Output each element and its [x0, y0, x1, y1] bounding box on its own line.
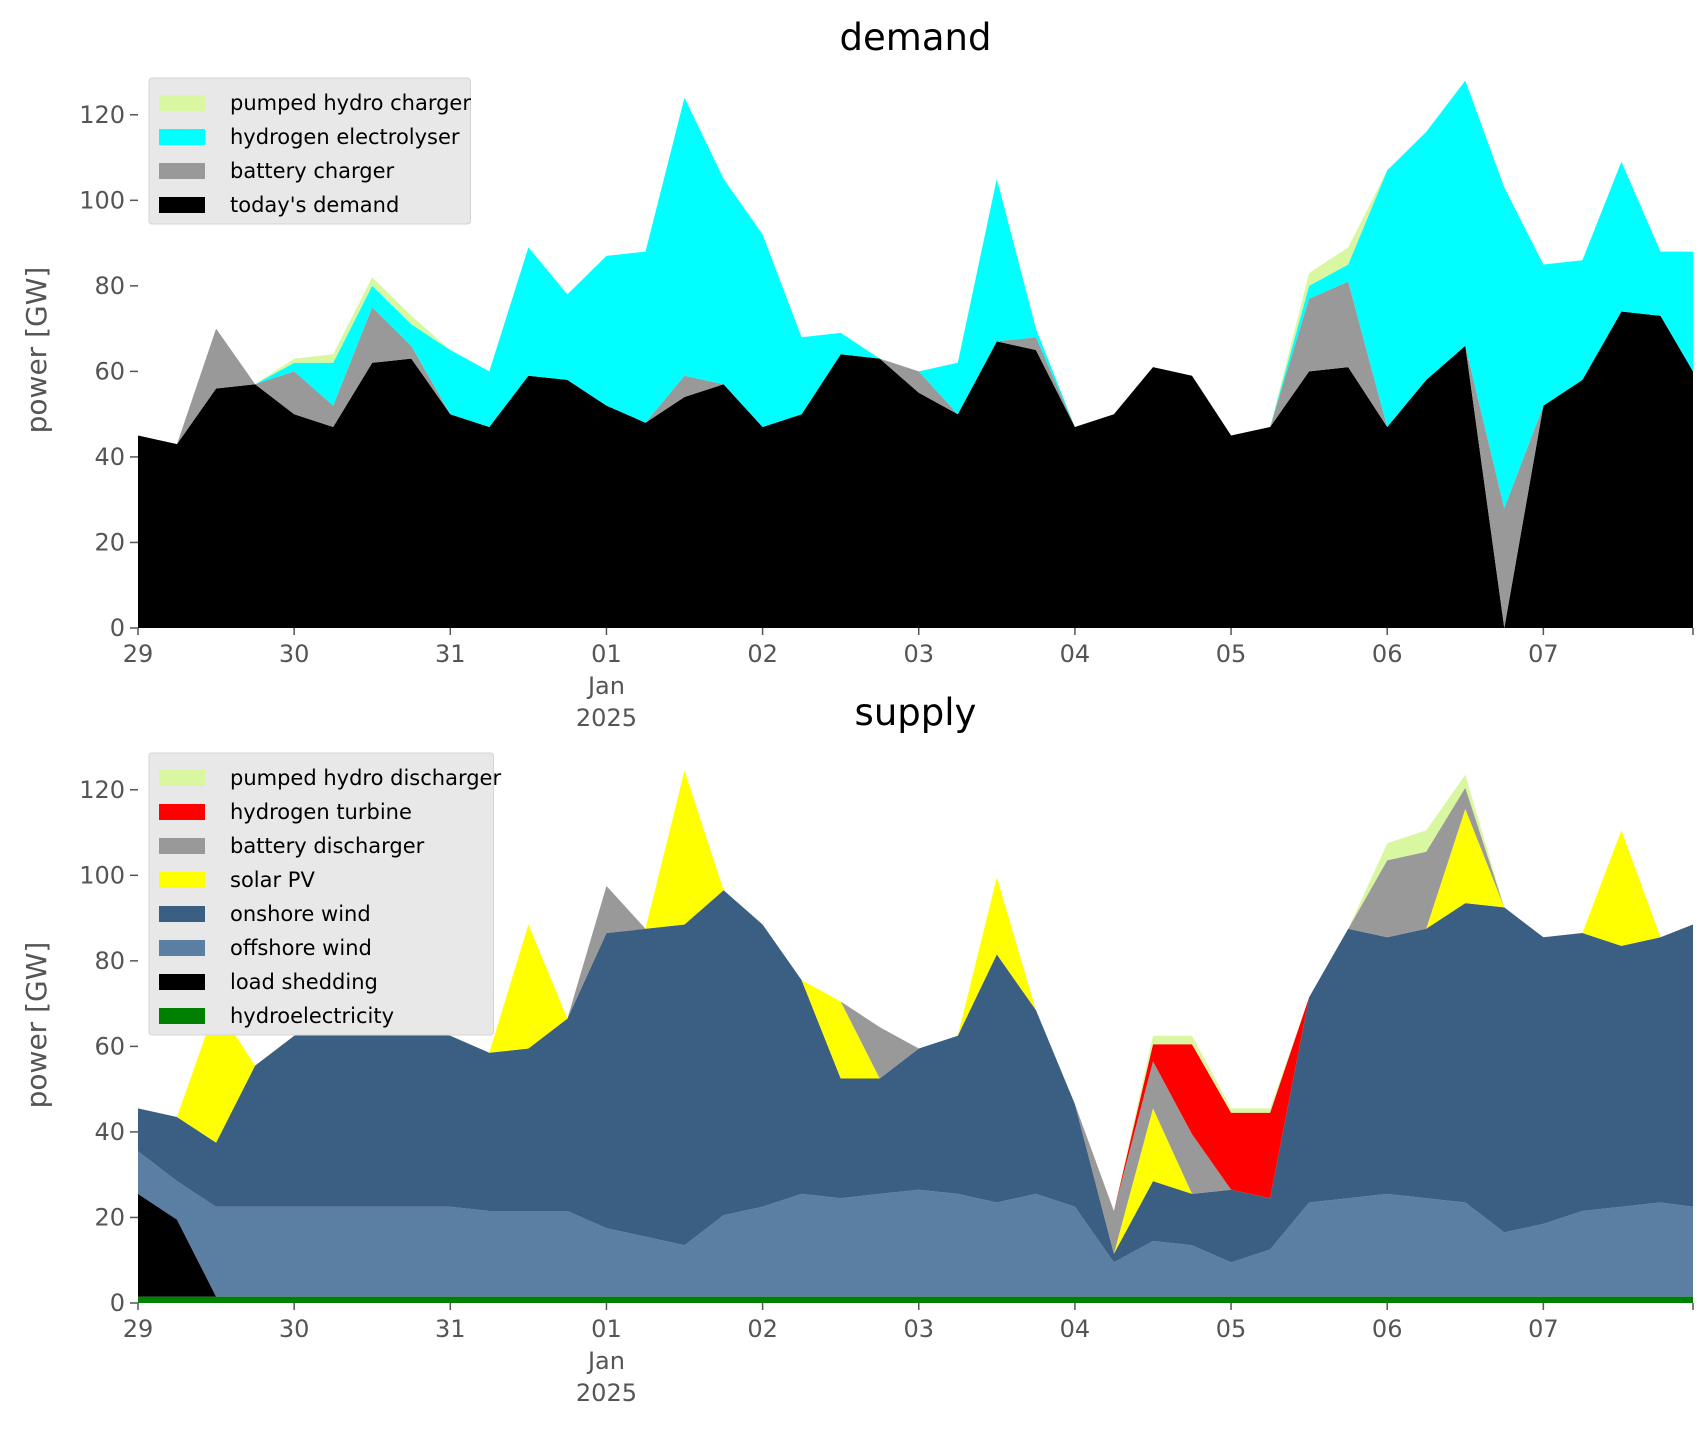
chart-demand-ytick-label: 80 [94, 272, 125, 300]
chart-supply-legend-label: battery discharger [230, 834, 425, 858]
chart-supply-legend-swatch-solar-pv [159, 872, 205, 888]
chart-demand-legend-swatch-battery-charger [159, 163, 205, 179]
chart-supply-legend-swatch-onshore-wind [159, 906, 205, 922]
chart-demand-xtick-label: 2025 [576, 704, 637, 732]
chart-supply-xtick-label: 2025 [576, 1379, 637, 1407]
chart-demand-ytick-label: 100 [79, 186, 125, 214]
chart-demand-xtick-label: 30 [279, 640, 310, 668]
chart-supply-legend: pumped hydro discharger hydrogen turbine b… [148, 752, 501, 1036]
chart-supply-xtick-label: 02 [747, 1315, 778, 1343]
chart-supply-xtick-label: 30 [279, 1315, 310, 1343]
chart-demand-ytick-label: 40 [94, 443, 125, 471]
chart-supply-xtick-label: 03 [903, 1315, 934, 1343]
chart-demand-xtick-label: 01 [591, 640, 622, 668]
chart-supply-xtick-label: 04 [1060, 1315, 1091, 1343]
chart-supply-ytick-label: 100 [79, 861, 125, 889]
chart-supply-xtick-label: 29 [123, 1315, 154, 1343]
chart-demand-xtick-label: 07 [1528, 640, 1559, 668]
chart-supply-xtick-label: 05 [1216, 1315, 1247, 1343]
chart-demand-legend-box [148, 77, 471, 225]
chart-supply-xtick-label: 31 [435, 1315, 466, 1343]
chart-supply-legend-box [148, 752, 494, 1036]
chart-demand-xtick-label: 04 [1060, 640, 1091, 668]
chart-demand-xtick-label: 05 [1216, 640, 1247, 668]
chart-demand-legend-swatch-pumped-hydro-charger [159, 95, 205, 111]
chart-supply-legend-label: onshore wind [230, 902, 371, 926]
chart-demand-area-battery-charger [138, 281, 1693, 628]
chart-supply-title: supply [855, 691, 977, 734]
chart-supply-ytick-label: 80 [94, 947, 125, 975]
chart-supply-legend-label: hydrogen turbine [230, 800, 412, 824]
chart-supply-legend-swatch-hydroelectricity [159, 1008, 205, 1024]
chart-demand-ytick-label: 60 [94, 357, 125, 385]
chart-demand-xtick-label: 02 [747, 640, 778, 668]
chart-demand-area-hydrogen-electrolyser [138, 80, 1693, 509]
chart-demand-legend-label: today's demand [230, 193, 399, 217]
chart-supply-legend-label: hydroelectricity [230, 1004, 394, 1028]
chart-demand-xtick-label: 03 [903, 640, 934, 668]
chart-supply-ytick-label: 0 [110, 1289, 125, 1317]
chart-supply-xtick-label: 06 [1372, 1315, 1403, 1343]
chart-supply-legend-label: solar PV [230, 868, 315, 892]
chart-demand-legend-swatch-hydrogen-electrolyser [159, 129, 205, 145]
chart-demand-title: demand [840, 16, 992, 59]
chart-demand-ytick-label: 20 [94, 528, 125, 556]
chart-supply-xtick-label: Jan [586, 1347, 625, 1375]
chart-demand-xtick-label: 06 [1372, 640, 1403, 668]
chart-supply-legend-swatch-hydrogen-turbine [159, 804, 205, 820]
chart-supply-ylabel: power [GW] [20, 942, 53, 1109]
chart-demand-legend-label: hydrogen electrolyser [230, 125, 460, 149]
chart-supply-legend-swatch-load-shedding [159, 974, 205, 990]
chart-demand-ytick-label: 0 [110, 614, 125, 642]
chart-supply-legend-label: offshore wind [230, 936, 372, 960]
chart-supply-xtick-label: 01 [591, 1315, 622, 1343]
chart-supply-area-offshore-wind [138, 1151, 1693, 1297]
chart-supply-xtick-label: 07 [1528, 1315, 1559, 1343]
chart-demand-ylabel: power [GW] [20, 267, 53, 434]
chart-demand-legend-label: pumped hydro charger [230, 91, 471, 115]
chart-supply-legend-swatch-pumped-hydro-discharger [159, 770, 205, 786]
chart-demand-xtick-label: 31 [435, 640, 466, 668]
chart-supply-legend-label: pumped hydro discharger [230, 766, 501, 790]
chart-demand-legend-swatch-today-s-demand [159, 197, 205, 213]
chart-supply-ytick-label: 120 [79, 776, 125, 804]
chart-demand-legend: pumped hydro charger hydrogen electrolyse… [148, 77, 471, 225]
chart-supply-legend-swatch-offshore-wind [159, 940, 205, 956]
chart-demand-area-today-s-demand [138, 311, 1693, 628]
chart-demand-ytick-label: 120 [79, 101, 125, 129]
chart-supply-ytick-label: 20 [94, 1203, 125, 1231]
chart-supply-ytick-label: 60 [94, 1032, 125, 1060]
chart-supply-legend-label: load shedding [230, 970, 378, 994]
chart-demand-legend-label: battery charger [230, 159, 395, 183]
chart-supply-legend-swatch-battery-discharger [159, 838, 205, 854]
chart-supply-area-hydroelectricity [138, 1296, 1693, 1303]
chart-demand-xtick-label: Jan [586, 672, 625, 700]
chart-demand-xtick-label: 29 [123, 640, 154, 668]
chart-supply-area-onshore-wind [138, 890, 1693, 1263]
chart-supply-ytick-label: 40 [94, 1118, 125, 1146]
